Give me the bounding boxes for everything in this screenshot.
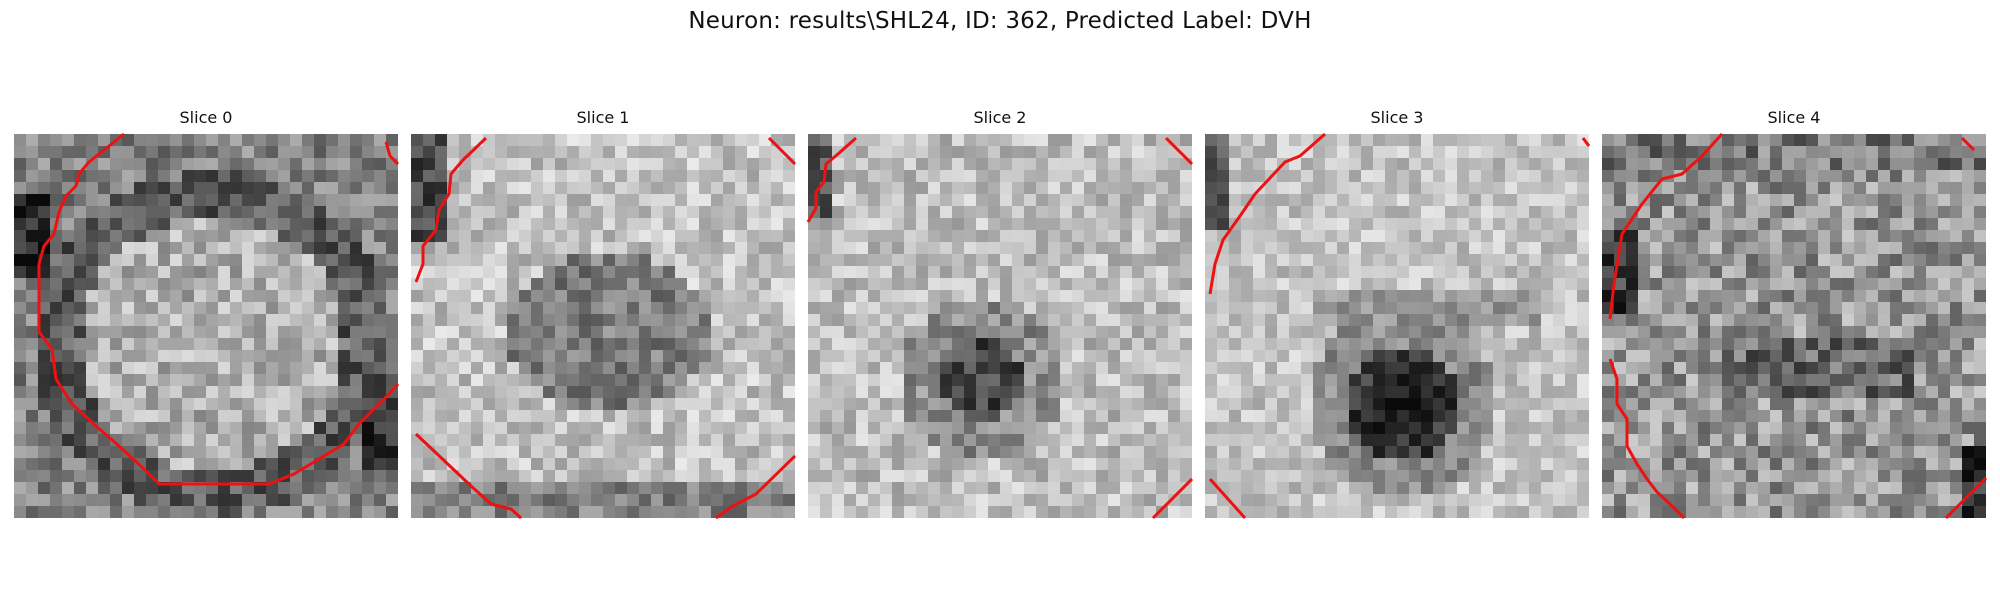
slice-panel-1: Slice 1: [411, 108, 797, 520]
contour-line: [1151, 477, 1194, 520]
slice-panel-0: Slice 0: [14, 108, 400, 518]
slice-image: [1602, 134, 1986, 518]
slice-panel-2: Slice 2: [806, 108, 1194, 520]
slice-title: Slice 3: [1370, 108, 1424, 127]
contour-line: [37, 132, 400, 486]
contour-overlay: [37, 132, 400, 486]
slice-image: [411, 134, 795, 518]
slice-title: Slice 1: [576, 108, 630, 127]
contour-line: [414, 136, 488, 283]
contour-overlay: [1608, 132, 1988, 520]
contour-line: [715, 454, 797, 520]
contour-line: [1164, 136, 1194, 166]
contour-line: [384, 141, 400, 166]
slice-panel-4: Slice 4: [1602, 108, 1988, 520]
contour-line: [1944, 476, 1988, 520]
contour-line: [1581, 137, 1591, 147]
slice-title: Slice 4: [1767, 108, 1821, 127]
slice-title: Slice 0: [179, 108, 233, 127]
contour-line: [1608, 132, 1724, 320]
contour-line: [806, 136, 857, 223]
figure-title: Neuron: results\SHL24, ID: 362, Predicte…: [688, 8, 1312, 34]
slice-image: [1205, 134, 1589, 518]
contour-line: [1960, 136, 1976, 152]
contour-line: [1208, 132, 1326, 295]
contour-overlay: [1208, 132, 1591, 520]
contour-line: [414, 432, 523, 520]
contour-overlay: [806, 136, 1194, 520]
slice-image: [808, 134, 1192, 518]
slice-image: [14, 134, 398, 518]
contour-line: [767, 136, 797, 166]
contour-overlay: [414, 136, 797, 520]
slice-title: Slice 2: [973, 108, 1027, 127]
slice-panel-3: Slice 3: [1205, 108, 1591, 520]
contour-line: [1208, 477, 1247, 520]
contour-line: [1608, 358, 1686, 520]
